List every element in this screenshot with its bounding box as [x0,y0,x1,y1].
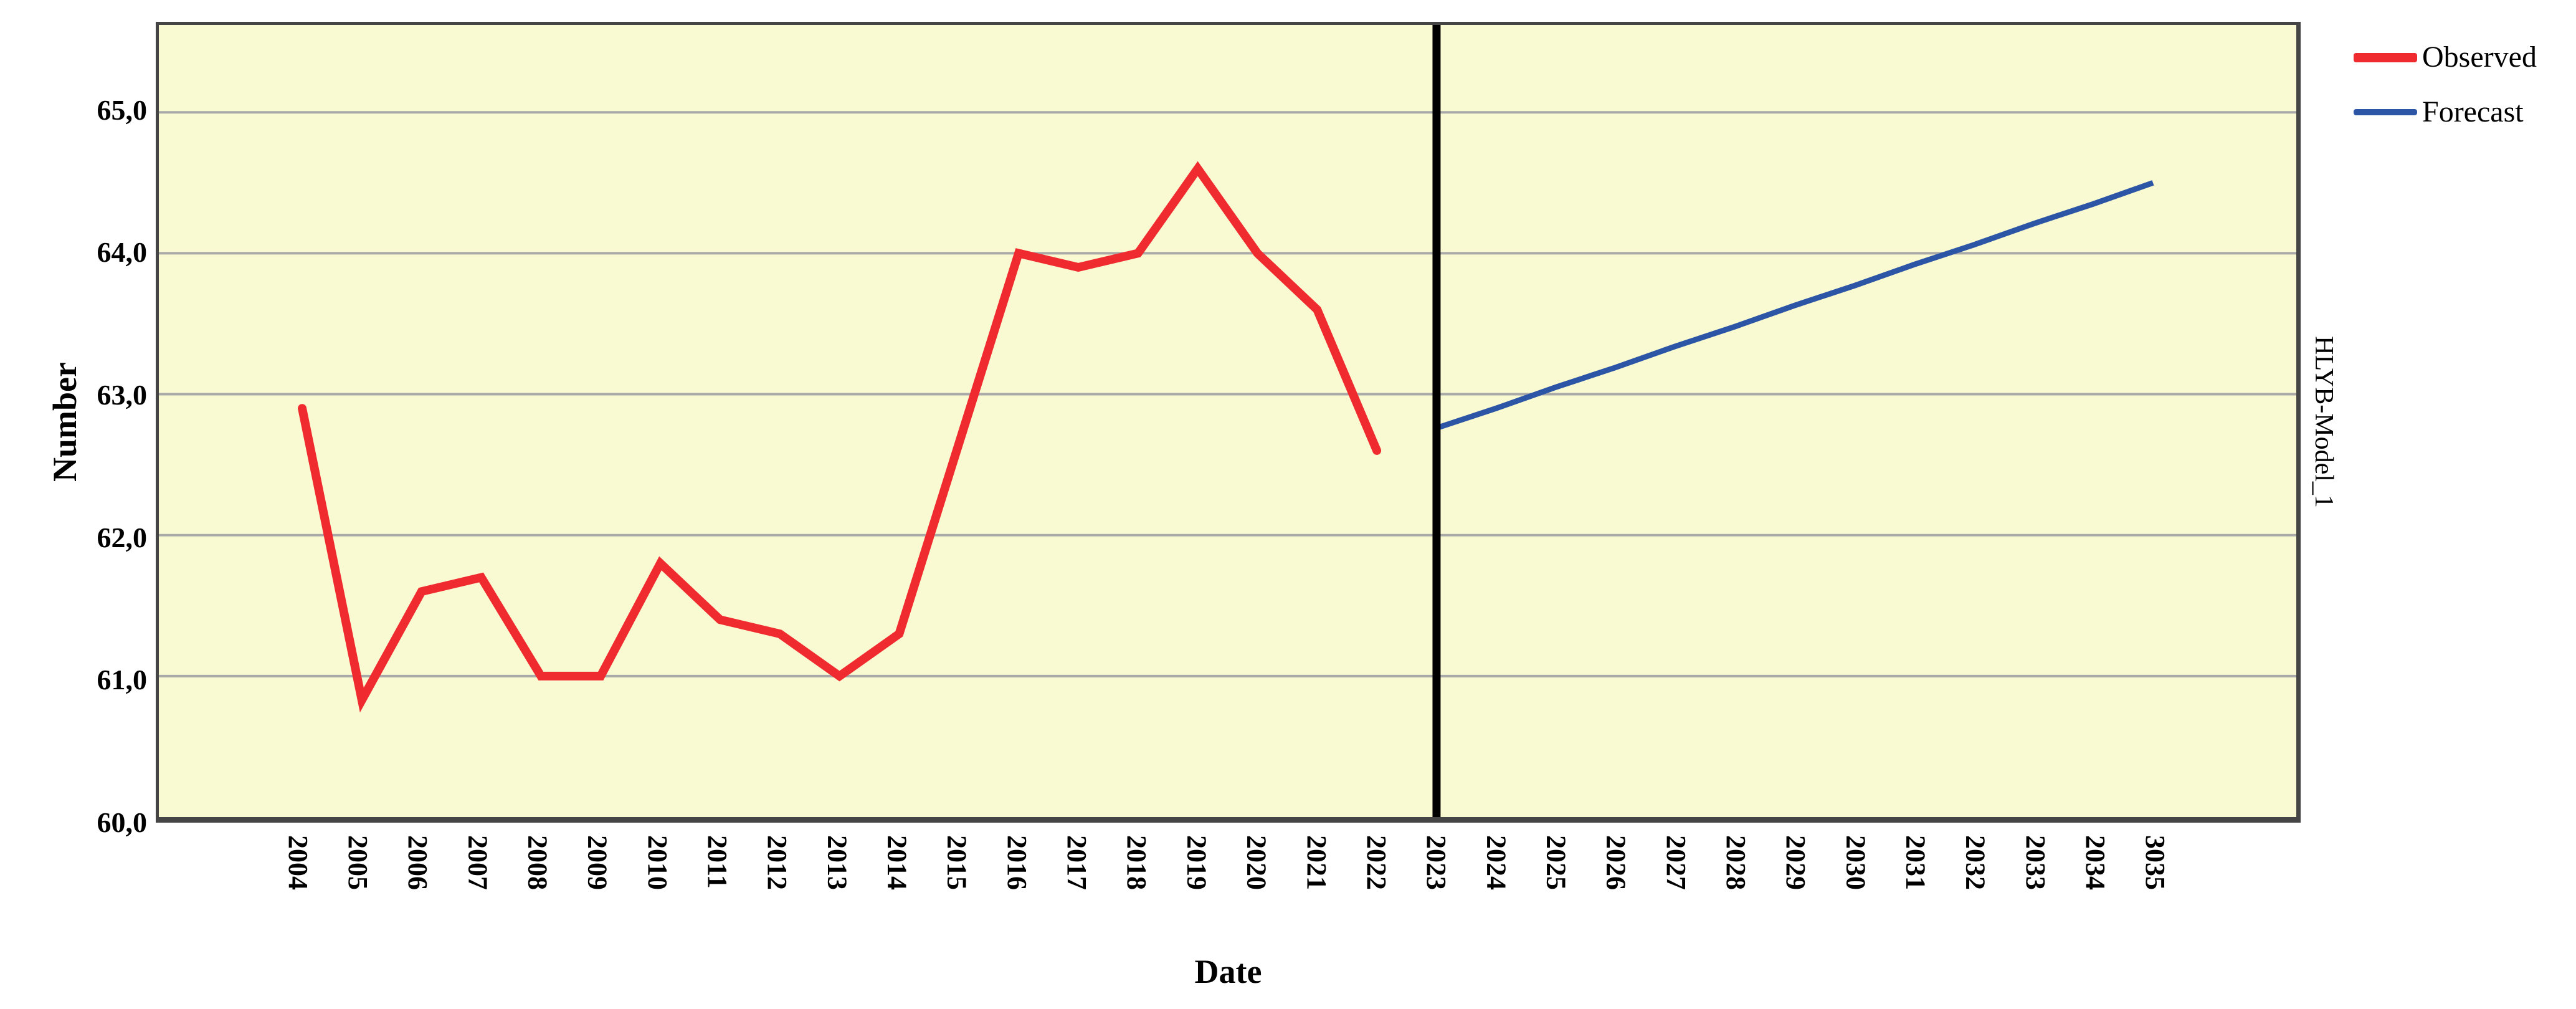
x-tick-label: 2014 [882,835,913,890]
x-tick-label: 2032 [1960,835,1991,890]
x-tick-label: 2029 [1780,835,1812,890]
x-tick-label: 2024 [1481,835,1512,890]
y-tick-label: 65,0 [97,93,148,126]
x-tick-label: 2009 [582,835,613,890]
x-tick-label: 2016 [1001,835,1032,890]
x-tick-label: 2025 [1541,835,1572,890]
x-tick-label: 2023 [1421,835,1452,890]
x-tick-label: 2021 [1301,835,1332,890]
x-tick-label: 2010 [642,835,673,890]
y-tick-label: 62,0 [97,521,148,553]
x-tick-label: 2031 [1900,835,1931,890]
observed-line [298,161,1382,713]
forecast-line-swatch [2354,109,2417,115]
x-tick-label: 2027 [1660,835,1691,890]
forecast-line [1435,180,2154,431]
x-tick-label: 2028 [1720,835,1751,890]
x-tick-label: 2030 [1840,835,1871,890]
x-tick-label: 2004 [282,835,313,890]
x-tick-label: 2019 [1181,835,1212,890]
plot-area [156,22,2301,823]
x-tick-label: 2033 [2020,835,2051,890]
x-tick-label: 2026 [1600,835,1632,890]
legend-item-observed: Observed [2354,42,2537,72]
x-tick-label: 3035 [2140,835,2171,890]
legend-label-forecast: Forecast [2422,95,2524,128]
legend-label-observed: Observed [2422,41,2537,74]
legend: Observed Forecast [2354,42,2537,127]
x-tick-label: 2007 [462,835,493,890]
x-tick-label: 2020 [1241,835,1272,890]
x-tick-label: 2022 [1361,835,1392,890]
legend-item-forecast: Forecast [2354,97,2537,127]
y-tick-label: 63,0 [97,379,148,411]
plot-svg [159,25,2296,817]
x-tick-label: 2012 [762,835,793,890]
x-tick-label: 2018 [1121,835,1153,890]
x-tick-label: 2011 [702,835,733,889]
y-tick-label: 61,0 [97,664,148,696]
x-tick-label: 2008 [522,835,553,890]
x-tick-label: 2015 [941,835,972,890]
x-tick-label: 2017 [1062,835,1093,890]
x-tick-label: 2006 [402,835,434,890]
x-tick-label: 2034 [2080,835,2111,890]
x-tick-label: 2013 [822,835,853,890]
observed-line-swatch [2354,52,2417,62]
y-tick-label: 60,0 [97,806,148,838]
x-tick-label: 2005 [342,835,373,890]
x-axis-title: Date [1194,953,1262,990]
y-tick-label: 64,0 [97,236,148,269]
model-label: HLYB-Model_1 [2309,336,2338,508]
